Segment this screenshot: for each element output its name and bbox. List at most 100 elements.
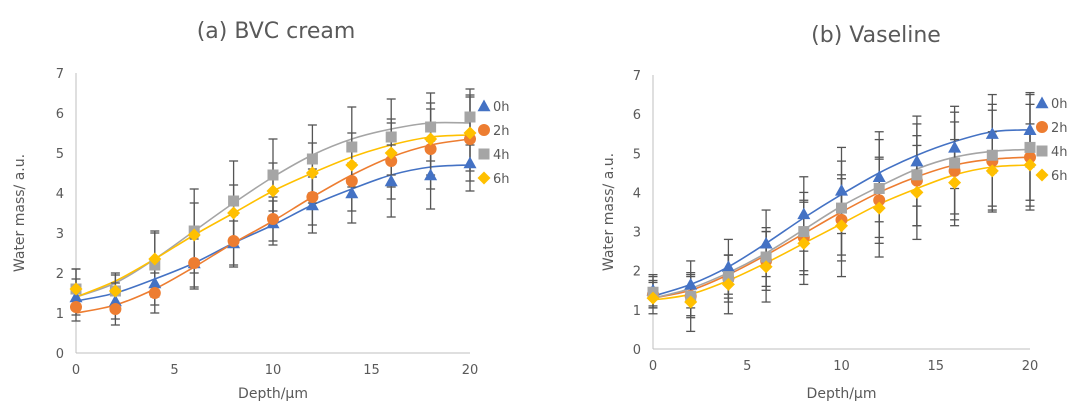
data-point-4h — [722, 271, 734, 283]
data-point-2h — [227, 235, 240, 247]
data-point-6h — [187, 228, 201, 242]
data-point-6h — [985, 164, 999, 178]
legend-marker-0h — [1035, 96, 1049, 109]
y-axis-label: Water mass/ a.u. — [601, 153, 617, 271]
data-point-6h — [424, 132, 438, 146]
data-point-0h — [948, 140, 962, 153]
legend-marker-6h — [1035, 168, 1049, 182]
data-point-6h — [108, 284, 122, 298]
data-point-4h — [385, 131, 397, 143]
data-point-6h — [1023, 158, 1037, 172]
x-tick-label: 5 — [170, 363, 178, 378]
data-point-6h — [684, 295, 698, 309]
data-point-2h — [188, 257, 201, 269]
data-point-6h — [646, 291, 660, 305]
data-point-6h — [227, 206, 241, 220]
y-tick-label: 0 — [56, 347, 64, 362]
data-point-6h — [797, 236, 811, 250]
data-point-4h — [949, 157, 961, 169]
y-tick-label: 7 — [633, 69, 641, 84]
y-tick-label: 3 — [56, 227, 64, 242]
legend-label-2h: 2h — [493, 124, 510, 139]
chart-title: (a) BVC cream — [197, 19, 356, 44]
x-tick-label: 15 — [927, 359, 944, 374]
x-tick-label: 15 — [363, 363, 380, 378]
data-point-0h — [1023, 123, 1037, 135]
data-point-4h — [346, 141, 358, 153]
y-tick-label: 5 — [56, 147, 64, 162]
data-point-0h — [910, 154, 924, 167]
data-point-4h — [1024, 141, 1036, 153]
data-point-4h — [873, 183, 885, 195]
data-point-0h — [345, 186, 359, 199]
y-tick-label: 4 — [56, 187, 64, 202]
legend-marker-2h — [1036, 121, 1048, 133]
legend-marker-4h — [478, 148, 490, 160]
data-point-6h — [948, 176, 962, 190]
y-tick-label: 4 — [633, 186, 641, 201]
data-point-4h — [267, 169, 279, 181]
data-point-2h — [873, 194, 886, 207]
data-point-2h — [345, 175, 358, 187]
data-point-0h — [835, 183, 848, 196]
data-point-0h — [305, 198, 319, 211]
data-point-4h — [836, 202, 847, 214]
y-tick-label: 2 — [633, 265, 641, 280]
x-axis-label: Depth/μm — [238, 386, 308, 402]
legend-label-0h: 0h — [1051, 97, 1068, 112]
x-tick-label: 10 — [833, 359, 850, 374]
data-point-0h — [108, 294, 122, 307]
data-point-6h — [463, 126, 477, 140]
data-point-0h — [384, 174, 398, 187]
chart-vaseline: (b) Vaseline 0 1 2 3 4 5 6 7 0 5 10 15 20 Water mass/ … — [601, 23, 1068, 402]
legend-label-4h: 4h — [493, 148, 510, 163]
data-point-4h — [228, 195, 240, 207]
legend-label-4h: 4h — [1051, 145, 1068, 160]
data-point-4h — [464, 111, 476, 123]
legend-marker-6h — [477, 171, 491, 185]
y-tick-label: 1 — [56, 307, 64, 322]
data-point-4h — [798, 226, 810, 238]
data-point-6h — [721, 277, 735, 291]
y-tick-label: 5 — [633, 147, 641, 162]
x-tick-label: 0 — [649, 359, 657, 374]
data-point-2h — [424, 143, 437, 155]
chart-title: (b) Vaseline — [811, 23, 941, 48]
legend-label-6h: 6h — [1051, 169, 1068, 184]
data-point-0h — [721, 260, 735, 272]
data-point-2h — [109, 303, 122, 315]
data-point-0h — [148, 276, 162, 289]
data-point-6h — [266, 184, 280, 198]
y-tick-label: 6 — [633, 108, 641, 123]
x-tick-label: 0 — [72, 363, 80, 378]
data-point-2h — [267, 213, 279, 225]
y-tick-label: 3 — [633, 226, 641, 241]
data-point-0h — [872, 170, 886, 182]
data-point-6h — [305, 166, 319, 180]
legend-marker-0h — [477, 99, 491, 112]
data-point-0h — [684, 277, 698, 290]
x-axis-label: Depth/μm — [807, 386, 877, 402]
x-tick-label: 5 — [743, 359, 751, 374]
data-point-2h — [306, 191, 319, 203]
data-point-2h — [1024, 151, 1036, 164]
data-point-0h — [985, 127, 999, 139]
y-tick-label: 2 — [56, 267, 64, 282]
legend-marker-2h — [478, 124, 490, 136]
chart-bvc-cream: (a) BVC cream 0 1 2 3 4 5 6 7 0 5 10 15 20 Water mass/… — [12, 19, 510, 402]
y-tick-label: 6 — [56, 107, 64, 122]
data-point-0h — [424, 168, 438, 181]
data-point-0h — [759, 236, 773, 249]
data-point-0h — [69, 290, 83, 303]
data-point-6h — [759, 260, 773, 274]
data-point-4h — [306, 153, 318, 165]
data-point-6h — [69, 282, 83, 296]
legend-label-6h: 6h — [493, 172, 510, 187]
data-point-4h — [911, 169, 923, 181]
data-point-6h — [384, 146, 398, 160]
legend-label-2h: 2h — [1051, 121, 1068, 136]
data-point-4h — [760, 251, 772, 263]
legend-marker-4h — [1036, 145, 1048, 157]
x-tick-label: 20 — [462, 363, 479, 378]
